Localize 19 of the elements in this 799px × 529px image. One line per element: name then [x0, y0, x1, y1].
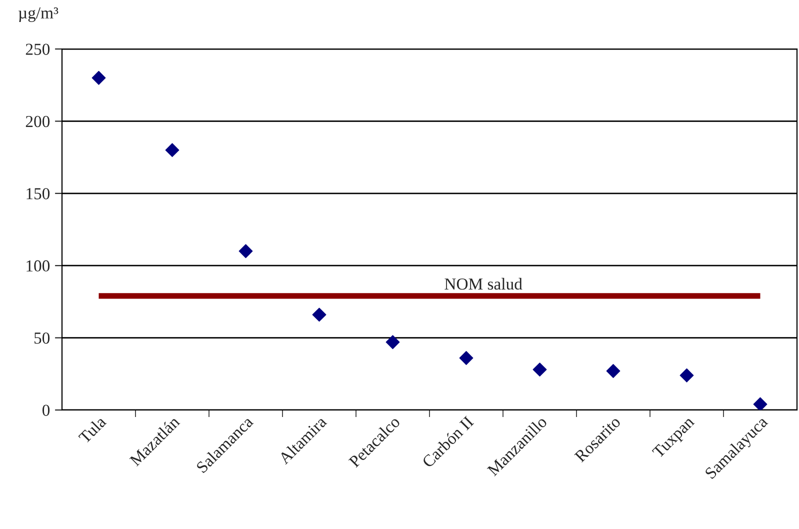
point [606, 364, 620, 378]
ref-line-label: NOM salud [444, 278, 522, 290]
point [238, 244, 253, 258]
x-tick-label: Tula [78, 415, 107, 444]
point [312, 308, 326, 322]
point [165, 143, 180, 158]
point [532, 362, 547, 377]
y-axis-title: µg/m³ [18, 7, 58, 22]
point [92, 70, 106, 85]
y-tick-label: 0 [42, 404, 50, 416]
y-tick-label: 200 [26, 116, 50, 128]
y-tick-label: 150 [26, 188, 50, 200]
point [753, 397, 768, 410]
point [386, 335, 400, 350]
y-tick-label: 250 [26, 44, 50, 55]
y-tick-label: 50 [34, 332, 50, 344]
y-tick-label: 100 [26, 260, 50, 272]
point [459, 351, 474, 365]
point [680, 368, 694, 382]
